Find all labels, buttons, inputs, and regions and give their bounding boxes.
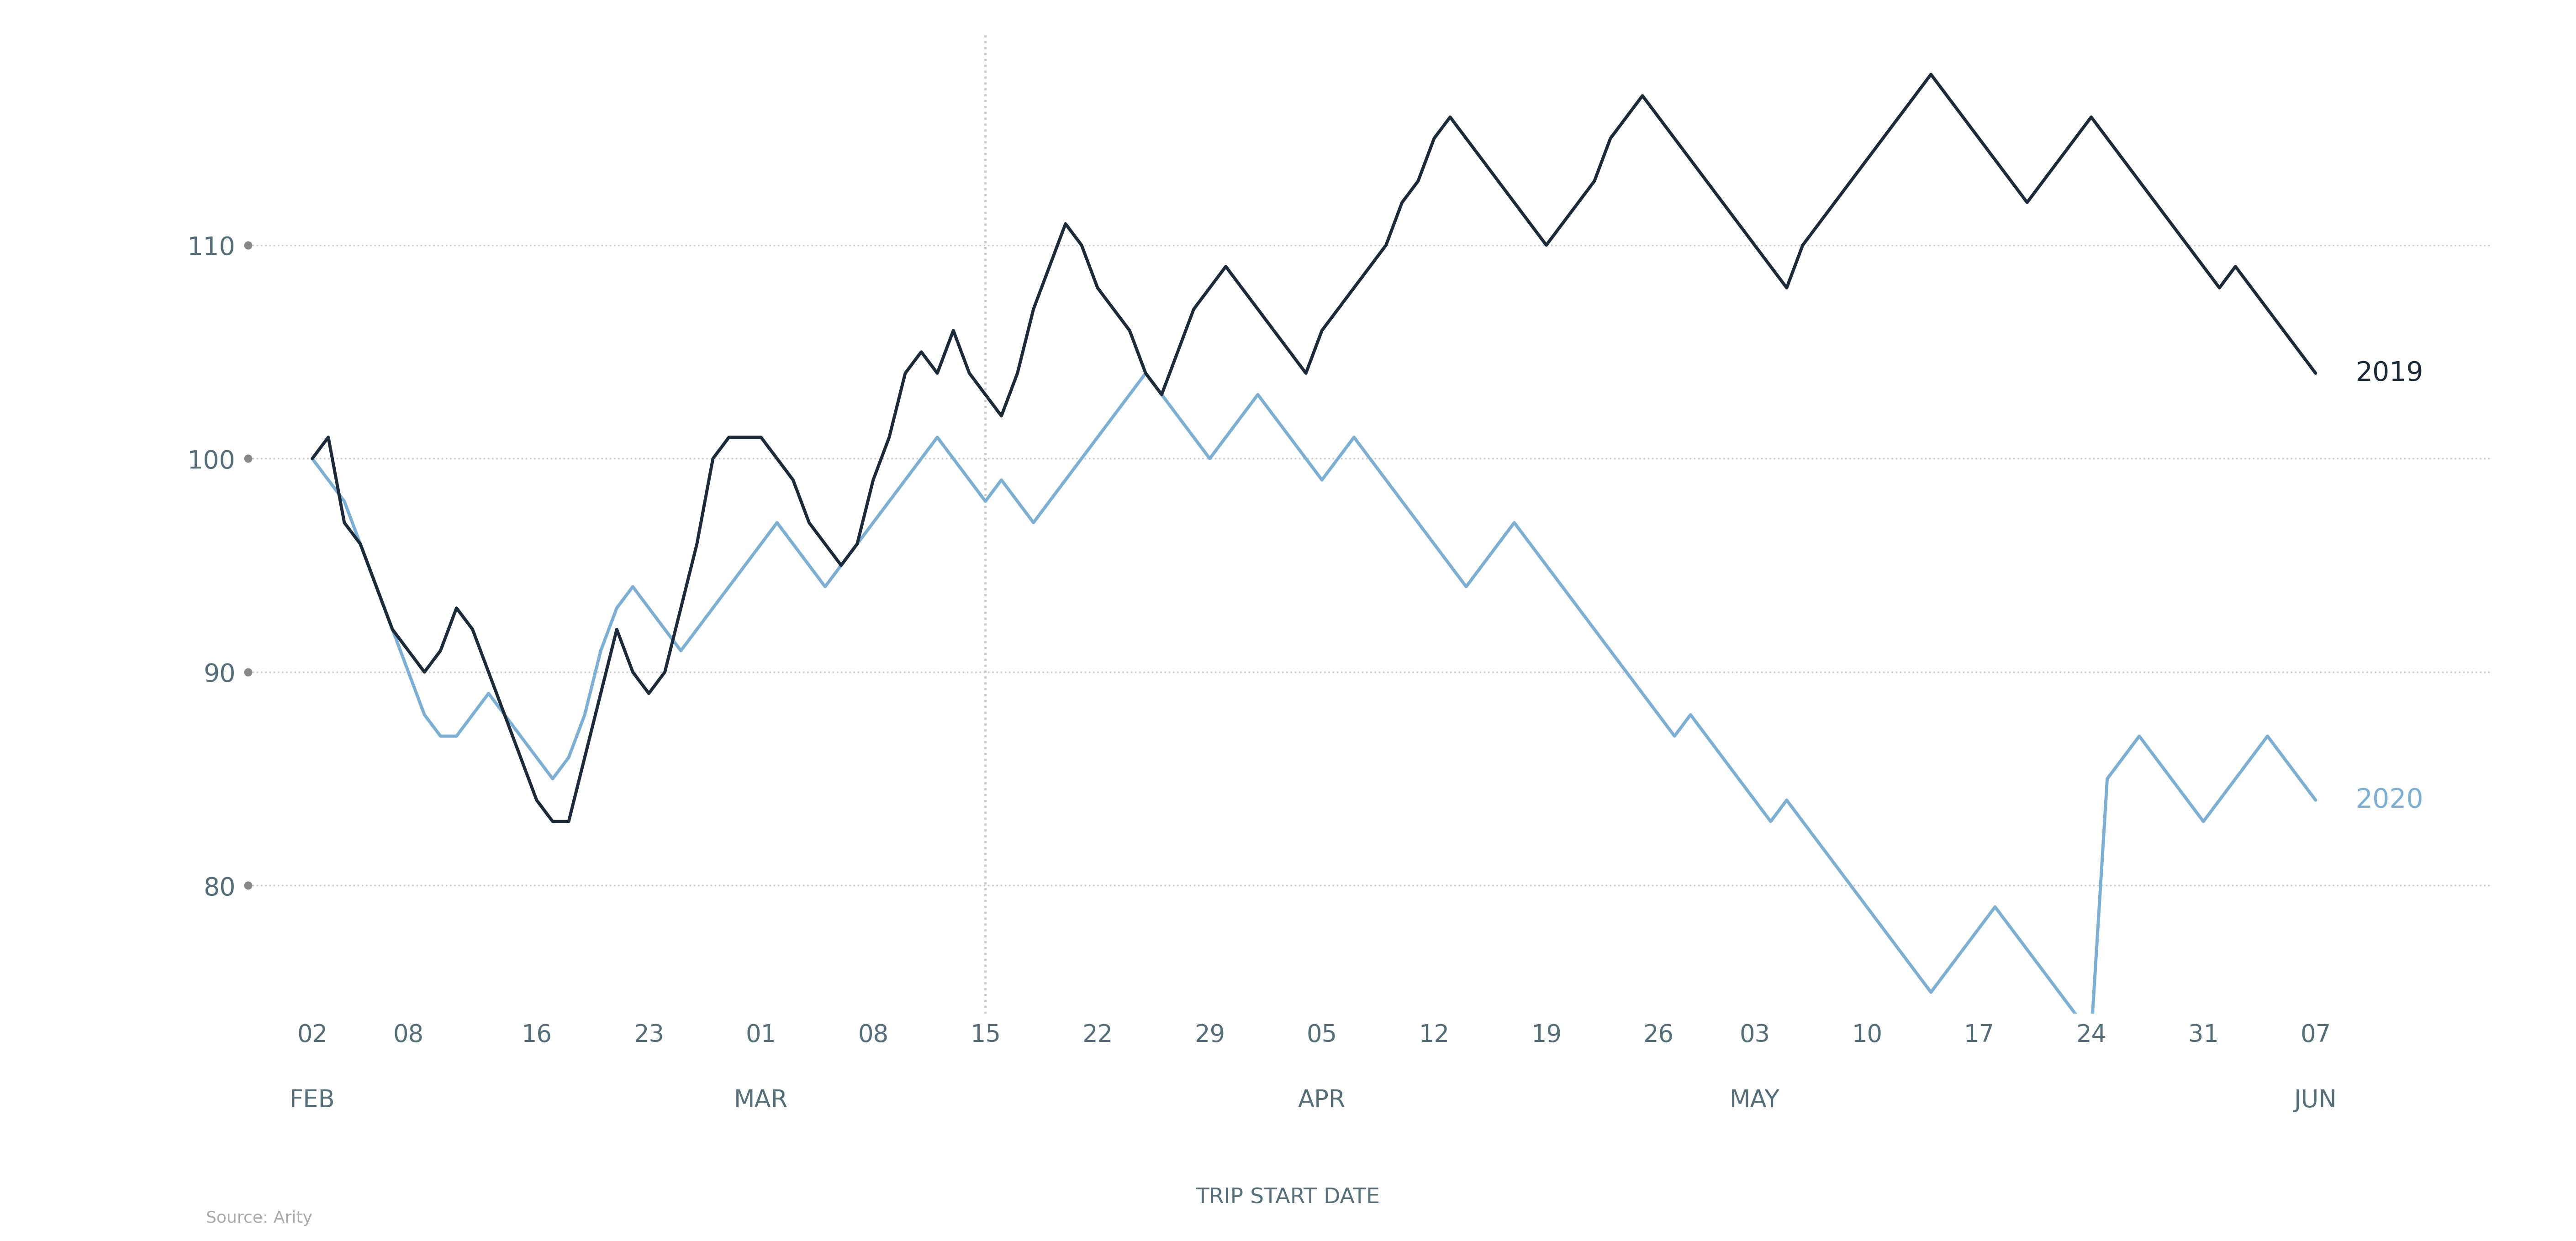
Text: 2019: 2019	[2354, 360, 2424, 386]
Text: FEB: FEB	[289, 1088, 335, 1112]
Text: Source: Arity: Source: Arity	[206, 1210, 312, 1226]
Text: 2020: 2020	[2354, 787, 2424, 813]
Text: MAR: MAR	[734, 1088, 788, 1112]
Text: APR: APR	[1298, 1088, 1345, 1112]
Text: TRIP START DATE: TRIP START DATE	[1195, 1188, 1381, 1207]
Text: MAY: MAY	[1728, 1088, 1780, 1112]
Text: JUN: JUN	[2295, 1088, 2336, 1112]
